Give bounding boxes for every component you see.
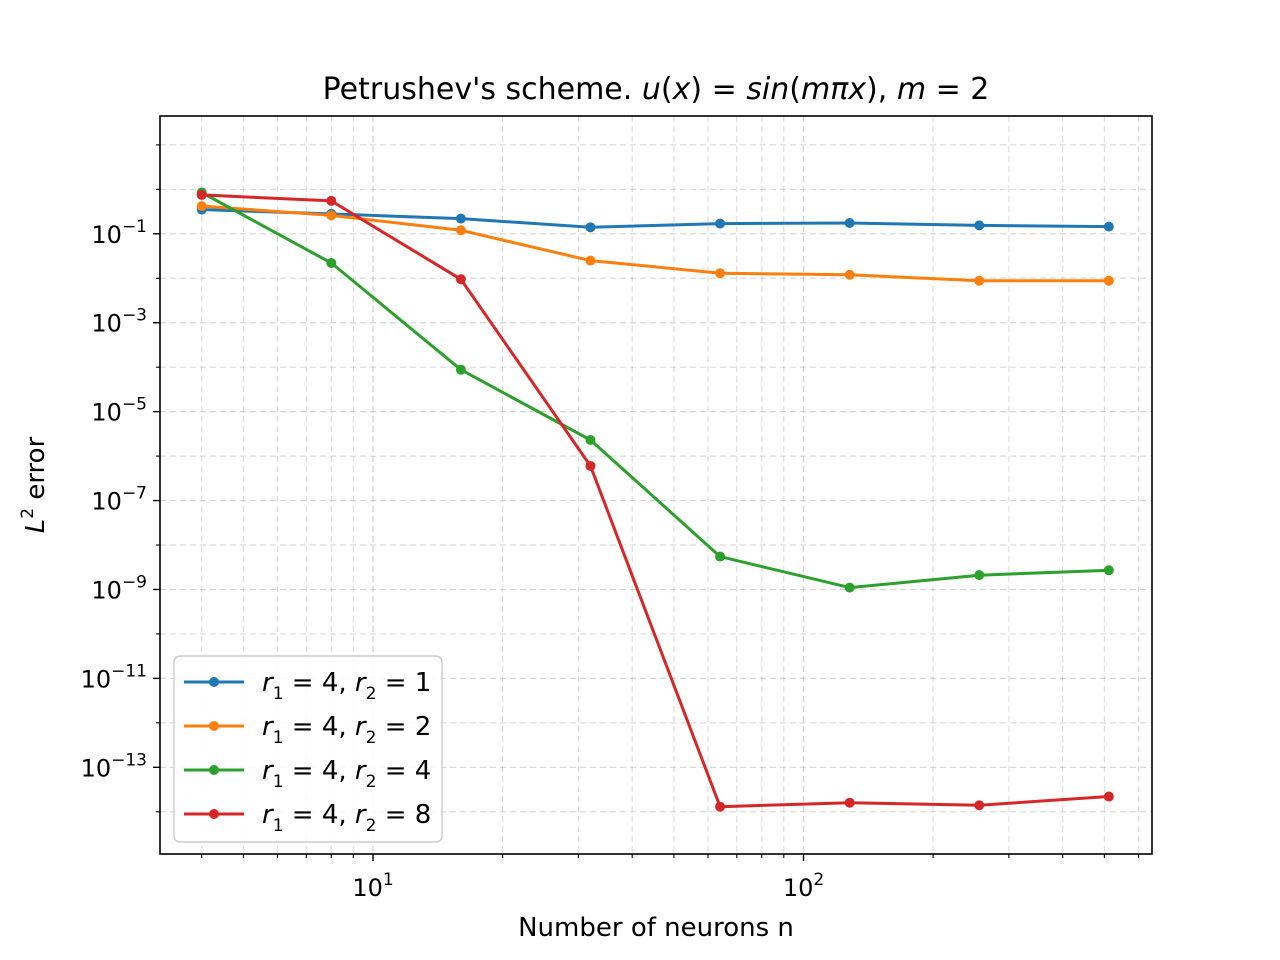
legend-marker <box>209 809 219 819</box>
series-line <box>200 204 1111 283</box>
data-point <box>715 268 726 279</box>
y-tick-label: 10−9 <box>91 572 147 604</box>
y-tick-label: 10−1 <box>91 217 147 249</box>
legend-marker <box>209 721 219 731</box>
data-point <box>974 570 985 581</box>
data-point <box>585 435 596 446</box>
data-point <box>326 195 337 206</box>
y-tick-label: 10−7 <box>91 484 147 516</box>
data-point <box>715 801 726 812</box>
data-point <box>326 258 337 269</box>
series-line <box>200 193 1111 809</box>
data-point <box>1103 791 1114 802</box>
series-line <box>199 190 1111 590</box>
y-tick-label: 10−5 <box>91 395 147 427</box>
data-point <box>974 275 985 286</box>
series-2 <box>196 201 1114 286</box>
data-point <box>844 797 855 808</box>
legend-label: r1 = 4, r2 = 2 <box>262 712 431 748</box>
grid <box>160 116 1152 854</box>
data-point <box>844 218 855 229</box>
series-layer <box>196 187 1114 812</box>
legend-entry-1: r1 = 4, r2 = 1 <box>184 668 431 704</box>
data-point <box>1103 565 1114 576</box>
legend-marker <box>209 677 219 687</box>
y-tick-label: 10−11 <box>81 661 147 693</box>
data-point <box>1103 221 1114 232</box>
legend-marker <box>209 765 219 775</box>
data-point <box>585 460 596 471</box>
data-point <box>844 269 855 280</box>
legend-entry-4: r1 = 4, r2 = 8 <box>184 800 431 836</box>
legend: r1 = 4, r2 = 1 r1 = 4, r2 = 2 r1 = 4, r2 =… <box>173 655 443 843</box>
x-tick-label: 101 <box>352 870 393 902</box>
data-point <box>715 551 726 562</box>
data-point <box>196 189 207 200</box>
data-point <box>196 201 207 212</box>
series-4 <box>196 189 1114 812</box>
data-point <box>455 274 466 285</box>
x-tick-label: 102 <box>783 870 824 902</box>
legend-label: r1 = 4, r2 = 8 <box>262 800 431 836</box>
axes-frame <box>159 115 1153 855</box>
data-point <box>455 364 466 375</box>
x-axis-label: Number of neurons n <box>518 913 794 943</box>
legend-label: r1 = 4, r2 = 4 <box>262 756 431 792</box>
data-point <box>585 255 596 266</box>
y-tick-label: 10−13 <box>81 750 147 782</box>
data-point <box>455 225 466 236</box>
data-point <box>1103 275 1114 286</box>
series-3 <box>196 187 1114 593</box>
data-point <box>585 222 596 233</box>
legend-entry-3: r1 = 4, r2 = 4 <box>184 756 431 792</box>
chart-title: Petrushev's scheme. u(x) = sin(mπx), m =… <box>323 72 990 107</box>
legend-box <box>173 655 443 843</box>
data-point <box>326 210 337 221</box>
ticks: 101 102 10−1 10−3 10−5 10−7 10−9 10−11 10−13 <box>81 144 1140 902</box>
data-point <box>974 800 985 811</box>
legend-label: r1 = 4, r2 = 1 <box>262 668 431 704</box>
y-tick-label: 10−3 <box>91 306 147 338</box>
y-axis-label: L2 error <box>18 436 51 533</box>
data-point <box>844 582 855 593</box>
legend-entry-2: r1 = 4, r2 = 2 <box>184 712 431 748</box>
data-point <box>455 213 466 224</box>
data-point <box>715 218 726 229</box>
data-point <box>974 220 985 231</box>
